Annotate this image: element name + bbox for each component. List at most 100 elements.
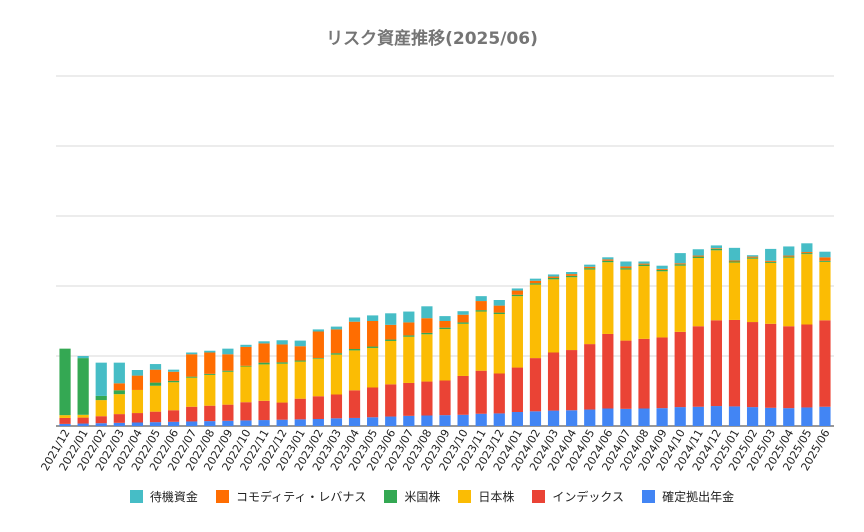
- bar-segment: [801, 243, 813, 253]
- bar-segment: [403, 415, 415, 426]
- bar-segment: [348, 317, 361, 322]
- bar-segment: [710, 406, 723, 426]
- bar-segment: [95, 416, 107, 424]
- bar-segment: [801, 254, 813, 325]
- bar-segment: [457, 375, 469, 415]
- bar-segment: [113, 362, 125, 384]
- bar-segment: [493, 300, 505, 306]
- bar-segment: [403, 382, 415, 416]
- bar-segment: [674, 265, 686, 332]
- legend-swatch: [642, 490, 656, 503]
- bar-segment: [783, 256, 795, 258]
- bar-segment: [240, 346, 252, 366]
- bar-segment: [113, 394, 125, 415]
- bar-segment: [222, 371, 234, 405]
- bar-segment: [294, 398, 306, 420]
- bar-segment: [276, 362, 288, 364]
- bar-segment: [547, 276, 560, 278]
- bar-segment: [728, 262, 741, 320]
- bar-segment: [348, 321, 361, 349]
- bar-segment: [511, 290, 523, 295]
- bar-segment: [149, 422, 162, 426]
- bar-segment: [222, 354, 234, 371]
- bar-segment: [385, 340, 397, 385]
- legend-label: 待機資金: [149, 490, 198, 504]
- bar-segment: [457, 323, 469, 376]
- bar-segment: [746, 258, 759, 323]
- bar-segment: [620, 266, 632, 269]
- legend-item: 米国株: [384, 488, 440, 505]
- bar-segment: [131, 413, 144, 423]
- bar-segment: [728, 261, 741, 263]
- bar-segment: [819, 251, 831, 258]
- bar-segment: [692, 255, 704, 257]
- bar-segment: [204, 405, 216, 422]
- bar-segment: [692, 326, 704, 407]
- bar-segment: [385, 416, 397, 426]
- bar-segment: [312, 358, 324, 359]
- bar-segment: [602, 259, 614, 261]
- bar-segment: [294, 346, 306, 361]
- bar-segment: [620, 261, 632, 267]
- bar-segment: [674, 253, 686, 264]
- bar-segment: [204, 421, 216, 426]
- bar-segment: [113, 390, 125, 395]
- bar-segment: [584, 409, 596, 426]
- bar-segment: [149, 385, 162, 412]
- legend-label: 日本株: [478, 490, 515, 504]
- bar-segment: [186, 354, 198, 377]
- bar-segment: [367, 346, 379, 348]
- bar-segment: [258, 343, 270, 363]
- bar-segment: [638, 338, 650, 409]
- legend-label: コモディティ・レバナス: [235, 490, 367, 504]
- bar-segment: [710, 248, 723, 251]
- bar-segment: [710, 250, 723, 321]
- bar-segment: [801, 253, 813, 255]
- bar-segment: [511, 367, 523, 412]
- bar-segment: [566, 274, 578, 276]
- legend-item: インデックス: [532, 488, 624, 505]
- bar-segment: [59, 415, 71, 418]
- bar-segment: [439, 380, 451, 416]
- bar-segment: [167, 421, 180, 426]
- bar-segment: [475, 370, 487, 414]
- legend-swatch: [458, 490, 472, 503]
- bar-segment: [312, 329, 324, 332]
- legend-swatch: [532, 490, 546, 503]
- bar-segment: [620, 408, 632, 426]
- bar-segment: [674, 264, 686, 266]
- bar-segment: [348, 350, 361, 391]
- chart-title: リスク資産推移(2025/06): [326, 29, 538, 49]
- bar-segment: [403, 322, 415, 336]
- bar-segment: [638, 261, 650, 264]
- bar-segment: [819, 261, 831, 321]
- bar-segment: [728, 247, 741, 261]
- bar-segment: [204, 350, 216, 353]
- bar-segment: [113, 383, 125, 391]
- bar-segment: [131, 389, 144, 414]
- bar-segment: [584, 264, 596, 267]
- bar-segment: [421, 318, 433, 333]
- bar-segment: [746, 255, 759, 257]
- bar-segment: [511, 412, 523, 426]
- bar-segment: [783, 255, 795, 257]
- bar-segment: [728, 319, 741, 407]
- bar-segment: [493, 312, 505, 314]
- bar-segment: [131, 370, 144, 376]
- bar-segment: [276, 363, 288, 403]
- bar-segment: [620, 269, 632, 341]
- bar-segment: [312, 419, 324, 426]
- bar-segment: [59, 348, 71, 416]
- bar-segment: [186, 352, 198, 355]
- bar-segment: [692, 406, 704, 426]
- bar-segment: [312, 331, 324, 359]
- bar-segment: [113, 414, 125, 423]
- bar-segment: [421, 306, 433, 319]
- bar-segment: [294, 360, 306, 362]
- bar-segment: [149, 364, 162, 370]
- bar-segment: [330, 418, 343, 426]
- bar-segment: [547, 279, 560, 353]
- bar-segment: [222, 348, 234, 355]
- bar-segment: [493, 413, 505, 426]
- bar-segment: [439, 316, 451, 321]
